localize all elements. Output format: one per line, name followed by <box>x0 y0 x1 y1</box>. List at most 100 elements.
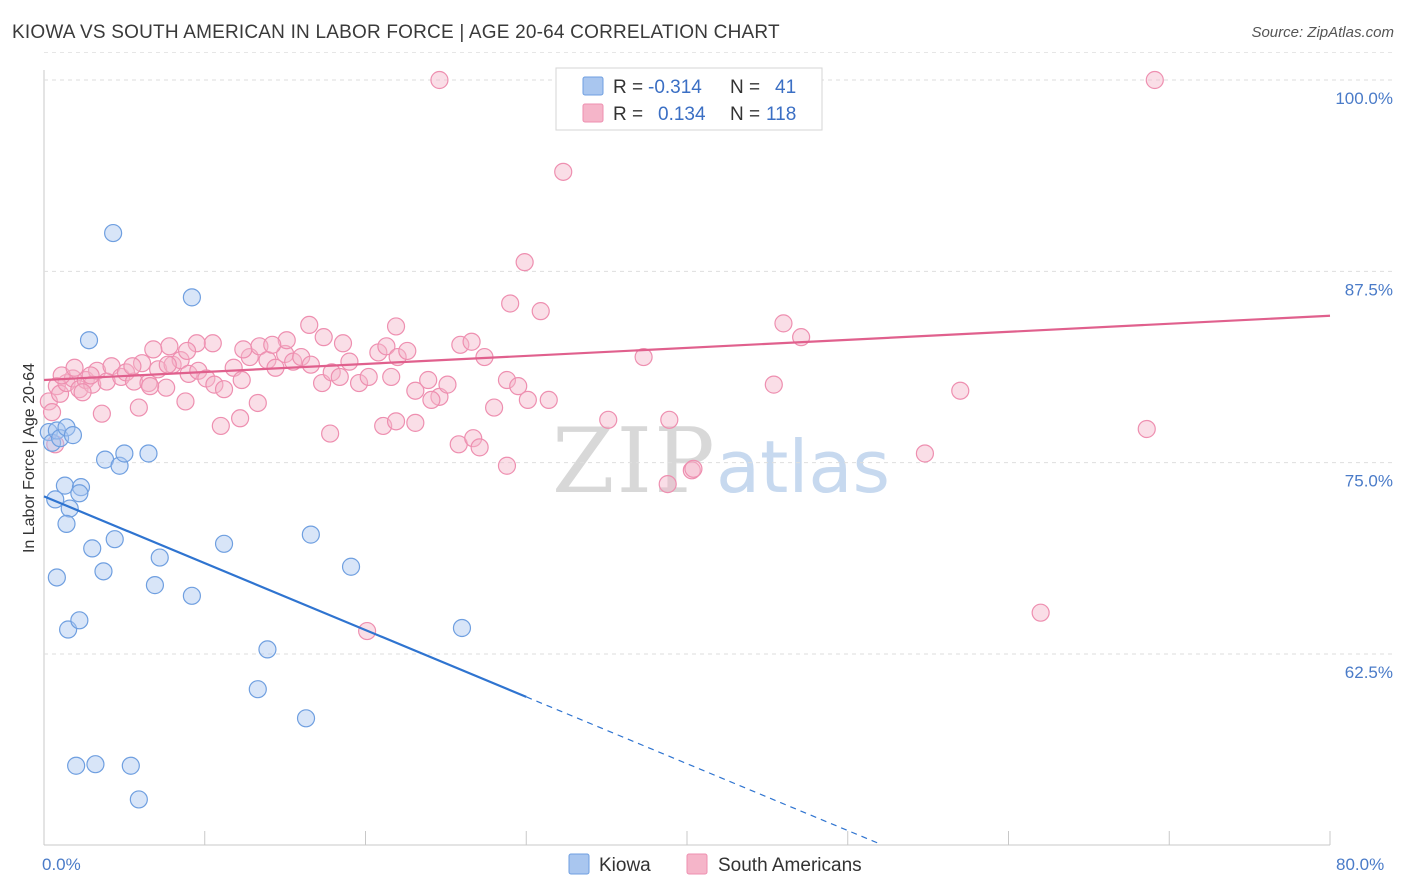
south-americans-point <box>430 70 449 90</box>
south-americans-point <box>684 459 703 478</box>
x-tick-label-min: 0.0% <box>42 855 81 874</box>
south-americans-point <box>73 383 92 402</box>
south-americans-point <box>951 381 970 400</box>
kiowa-point <box>70 484 89 503</box>
kiowa-point <box>83 539 102 558</box>
south-americans-point <box>419 370 438 390</box>
legend-box: R = -0.314 N = 41 R = 0.134 N = 118 <box>555 67 823 131</box>
south-americans-point <box>438 375 457 394</box>
south-americans-point <box>211 416 230 436</box>
south-americans-point <box>50 384 70 403</box>
south-americans-point <box>205 375 224 394</box>
south-americans-point <box>203 334 222 353</box>
south-americans-point <box>377 337 396 356</box>
bottom-legend-label-south-americans: South Americans <box>718 855 862 876</box>
south-americans-point <box>599 410 618 429</box>
legend-r-value-kiowa: -0.314 <box>648 77 702 98</box>
south-americans-point <box>497 370 517 390</box>
south-americans-point <box>386 412 406 431</box>
south-americans-point <box>359 367 378 387</box>
kiowa-point <box>94 562 113 581</box>
kiowa-point <box>129 790 148 809</box>
kiowa-point <box>214 534 234 553</box>
south-americans-point <box>300 315 319 335</box>
y-tick-label: 62.5% <box>1345 663 1393 682</box>
south-americans-point <box>123 357 142 376</box>
legend-n-value-south-americans: 118 <box>766 104 796 125</box>
kiowa-point <box>70 611 89 630</box>
south-americans-point <box>398 341 417 361</box>
south-americans-point <box>81 366 100 385</box>
legend-swatch-kiowa <box>582 76 604 96</box>
south-americans-point <box>340 352 359 371</box>
kiowa-point <box>341 557 361 576</box>
south-americans-point <box>634 347 653 367</box>
south-americans-point <box>406 381 425 400</box>
y-axis-label: In Labor Force | Age 20-64 <box>21 363 38 553</box>
south-americans-point <box>292 347 311 367</box>
x-ticks <box>43 831 1331 845</box>
south-americans-point <box>485 398 504 417</box>
south-americans-point <box>301 355 320 374</box>
source-credit: Source: ZipAtlas.com <box>1251 24 1394 41</box>
south-americans-point <box>539 390 558 410</box>
kiowa-point <box>79 331 99 350</box>
south-americans-point <box>158 355 177 374</box>
south-americans-point <box>451 335 470 354</box>
legend-r-value-south-americans: 0.134 <box>658 104 706 125</box>
south-americans-point <box>554 162 573 181</box>
y-tick-label: 100.0% <box>1335 89 1393 108</box>
south-americans-point <box>915 444 935 463</box>
south-americans-point <box>509 377 528 396</box>
south-americans-point <box>333 334 353 353</box>
south-americans-point <box>176 392 195 411</box>
south-americans-point <box>470 438 489 457</box>
kiowa-point <box>115 444 134 463</box>
south-americans-point <box>92 404 111 423</box>
kiowa-point <box>121 756 140 775</box>
legend-swatch-south-americans <box>582 103 604 123</box>
legend-r-label-2: R = <box>613 104 643 125</box>
bottom-legend-swatch-south-americans <box>686 853 708 875</box>
south-americans-point <box>65 358 84 377</box>
y-tick-labels: 62.5% 75.0% 87.5% 100.0% <box>1335 89 1393 682</box>
kiowa-point <box>71 478 91 497</box>
south-americans-point <box>462 332 481 351</box>
south-americans-point <box>277 331 296 350</box>
south-americans-point <box>144 340 163 359</box>
south-americans-point <box>764 375 783 394</box>
legend-n-label-1: N = <box>730 77 760 98</box>
kiowa-point <box>248 680 267 699</box>
south-americans-point <box>160 337 179 356</box>
south-americans-point <box>177 341 197 361</box>
south-americans-point <box>422 390 441 410</box>
south-americans-point <box>231 409 250 428</box>
legend-r-label-1: R = <box>613 77 643 98</box>
kiowa-point <box>150 548 169 567</box>
kiowa-point <box>67 756 86 775</box>
x-tick-label-max: 80.0% <box>1336 855 1384 874</box>
south-americans-point <box>321 424 340 443</box>
kiowa-point <box>104 223 123 243</box>
kiowa-trend-line <box>43 495 527 698</box>
kiowa-point <box>452 618 472 638</box>
south-americans-point <box>1145 70 1164 90</box>
watermark-atlas: atlas <box>716 425 890 509</box>
kiowa-point <box>258 640 277 659</box>
south-americans-point <box>518 390 537 410</box>
south-americans-point <box>42 403 62 422</box>
y-tick-label: 87.5% <box>1345 280 1393 299</box>
south-americans-trend-line <box>43 314 1331 382</box>
legend-n-label-2: N = <box>730 104 760 125</box>
kiowa-point <box>182 288 201 307</box>
south-americans-point <box>314 328 333 347</box>
south-americans-point <box>660 410 679 429</box>
south-americans-point <box>248 393 267 413</box>
south-americans-point <box>187 334 206 353</box>
kiowa-point <box>63 426 83 445</box>
bottom-legend-swatch-kiowa <box>568 853 590 875</box>
kiowa-point <box>301 525 320 544</box>
south-americans-points <box>39 70 1164 641</box>
kiowa-point <box>105 530 124 549</box>
